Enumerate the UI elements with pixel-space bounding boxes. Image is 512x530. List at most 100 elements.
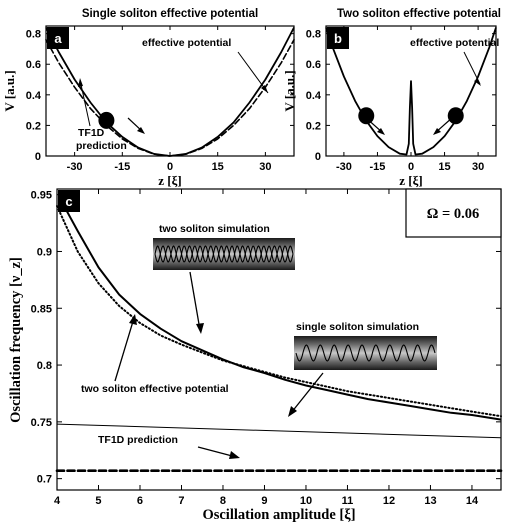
arrowhead-single-soliton-simulation: [288, 406, 297, 417]
panel-b-ytick-label: 0.6: [306, 59, 321, 71]
panel-a-annotation-tf1d: TF1D: [78, 127, 105, 139]
panel-a-series: [45, 27, 295, 157]
panel-c-xtick-label: 9: [261, 495, 267, 507]
panel-a-ticks: -30 -15 0 15 30 0 0.2 0.4 0.6 0.8: [26, 26, 294, 173]
panel-a-arrow-effective-potential: [237, 51, 269, 94]
panel-b-xtick-label: 0: [408, 161, 414, 173]
panel-b-arrow-effective-potential: [463, 51, 481, 85]
two-soliton-simulation-inset: [153, 238, 295, 270]
omega-label: Ω = 0.06: [427, 206, 480, 222]
panel-c-ytick-label: 0.7: [37, 474, 52, 486]
panel-c-series: [55, 205, 503, 472]
annotation-two-soliton-effective-potential: two soliton effective potential: [81, 383, 229, 395]
panel-b-arrowhead-left-motion: [377, 128, 385, 135]
panel-a-xtick-label: 30: [259, 161, 271, 173]
panel-c-label-bg: [58, 190, 80, 212]
panel-c-ytick-label: 0.85: [31, 303, 52, 315]
single-soliton-simulation-inset: [294, 336, 437, 370]
panel-a-arrow-tf1d: [79, 79, 91, 127]
annotation-tf1d-prediction: TF1D prediction: [98, 434, 178, 446]
panel-b-soliton-marker: [447, 107, 464, 125]
panel-a-arrowhead-motion: [137, 127, 145, 134]
panel-c-label: c: [65, 194, 72, 209]
arrowhead-two-soliton-effective-potential: [129, 314, 137, 325]
panel-b-label: b: [334, 31, 342, 46]
panel-c-xtick-label: 10: [300, 495, 312, 507]
panel-b-ytick-label: 0.4: [306, 90, 322, 102]
panel-c-xtick-label: 5: [95, 495, 101, 507]
panel-b-ytick-label: 0.8: [306, 29, 321, 41]
arrow-single-soliton-simulation: [290, 372, 324, 414]
panel-a-label: a: [54, 31, 62, 46]
annotation-two-soliton-simulation: two soliton simulation: [159, 223, 270, 235]
panel-c-ytick-label: 0.8: [37, 360, 52, 372]
panel-a-ylabel: V [a.u.]: [2, 70, 17, 111]
panel-c-ticks: 4 5 6 7 8 9 10 11 12 13 14 0.7 0.75 0.8 0.85 0.9 0.95: [31, 189, 501, 507]
panel-a-ytick-label: 0.4: [26, 90, 42, 102]
panel-c-xtick-label: 4: [54, 495, 61, 507]
panel-b-arrowhead-right-motion: [433, 128, 441, 135]
panel-c-series-1: [56, 205, 502, 418]
panel-c-xtick-label: 13: [424, 495, 436, 507]
panel-c-series-2: [56, 423, 502, 439]
panel-b-ytick-label: 0.2: [306, 120, 321, 132]
panel-a-annotation-prediction: prediction: [76, 140, 127, 152]
panel-b-arrowhead-effective-potential: [474, 79, 481, 86]
panel-b-ticks: -30 -15 0 15 30 0 0.2 0.4 0.6 0.8: [306, 26, 496, 173]
panel-a-ytick-label: 0: [35, 151, 41, 163]
panel-b-title: Two soliton effective potential: [337, 8, 501, 20]
panel-c-ylabel: Oscillation frequency [ν_z]: [8, 257, 24, 423]
panel-a-arrowhead-tf1d: [78, 78, 83, 87]
panel-c-ytick-label: 0.9: [37, 246, 52, 258]
panel-c-frame: [56, 188, 502, 491]
panel-a-label-bg: [47, 27, 69, 49]
panel-c-xlabel: Oscillation amplitude [ξ]: [202, 507, 355, 523]
panel-b-xtick-label: 30: [472, 161, 484, 173]
panel-a-ytick-label: 0.8: [26, 29, 41, 41]
panel-b-xtick-label: 15: [438, 161, 450, 173]
panel-a-annotation-effective-potential: effective potential: [142, 37, 231, 49]
panel-c-xtick-label: 6: [137, 495, 143, 507]
panel-b-annotation-effective-potential: effective potential: [410, 37, 499, 49]
panel-b-xtick-label: -30: [336, 161, 352, 173]
panel-b-xlabel: z [ξ]: [399, 173, 422, 188]
panel-a-xtick-label: 0: [167, 161, 173, 173]
panel-c-xtick-label: 7: [178, 495, 184, 507]
annotation-single-soliton-simulation: single soliton simulation: [296, 321, 419, 333]
panel-b-ytick-label: 0: [315, 151, 321, 163]
single-soliton-inset-trace: [295, 344, 436, 362]
panel-b-label-bg: [327, 27, 349, 49]
arrowhead-tf1d-prediction: [229, 451, 240, 459]
panel-a-xtick-label: 15: [212, 161, 224, 173]
panel-b: Two soliton effective potential -30 -15 0 1…: [282, 8, 501, 188]
panel-a-soliton-marker: [98, 111, 115, 129]
arrow-two-soliton-effective-potential: [114, 317, 135, 382]
panel-c-ytick-label: 0.75: [31, 417, 52, 429]
panel-c-xtick-label: 8: [220, 495, 226, 507]
panel-a-xlabel: z [ξ]: [158, 173, 181, 188]
panel-c-series-0: [64, 207, 502, 421]
arrow-tf1d-prediction: [197, 446, 237, 458]
arrowhead-two-soliton-simulation: [196, 323, 204, 334]
panel-a-arrowhead-effective-potential: [261, 85, 268, 93]
panel-c-ytick-label: 0.95: [31, 190, 52, 202]
panel-a-ytick-label: 0.6: [26, 59, 41, 71]
panel-a-title: Single soliton effective potential: [82, 8, 258, 20]
panel-b-ylabel: V [a.u.]: [282, 70, 297, 111]
two-soliton-inset-trace-b: [154, 245, 294, 263]
panel-b-xtick-label: -15: [369, 161, 385, 173]
omega-box: [405, 188, 502, 238]
arrow-two-soliton-simulation: [189, 271, 201, 331]
panel-a-series-1: [45, 39, 295, 157]
panel-b-soliton-marker: [358, 107, 375, 125]
panel-a-ytick-label: 0.2: [26, 120, 41, 132]
panel-a-xtick-label: -15: [114, 161, 130, 173]
panel-c-xtick-label: 14: [466, 495, 479, 507]
panel-c-xtick-label: 12: [383, 495, 395, 507]
panel-c-xtick-label: 11: [342, 495, 354, 507]
panel-b-series: [325, 27, 497, 156]
panel-a-xtick-label: -30: [67, 161, 83, 173]
panel-c: 4 5 6 7 8 9 10 11 12 13 140.70.750.80.850.90.95 c …: [8, 188, 503, 523]
panel-a: Single soliton effective potential -30 -1…: [2, 8, 295, 188]
